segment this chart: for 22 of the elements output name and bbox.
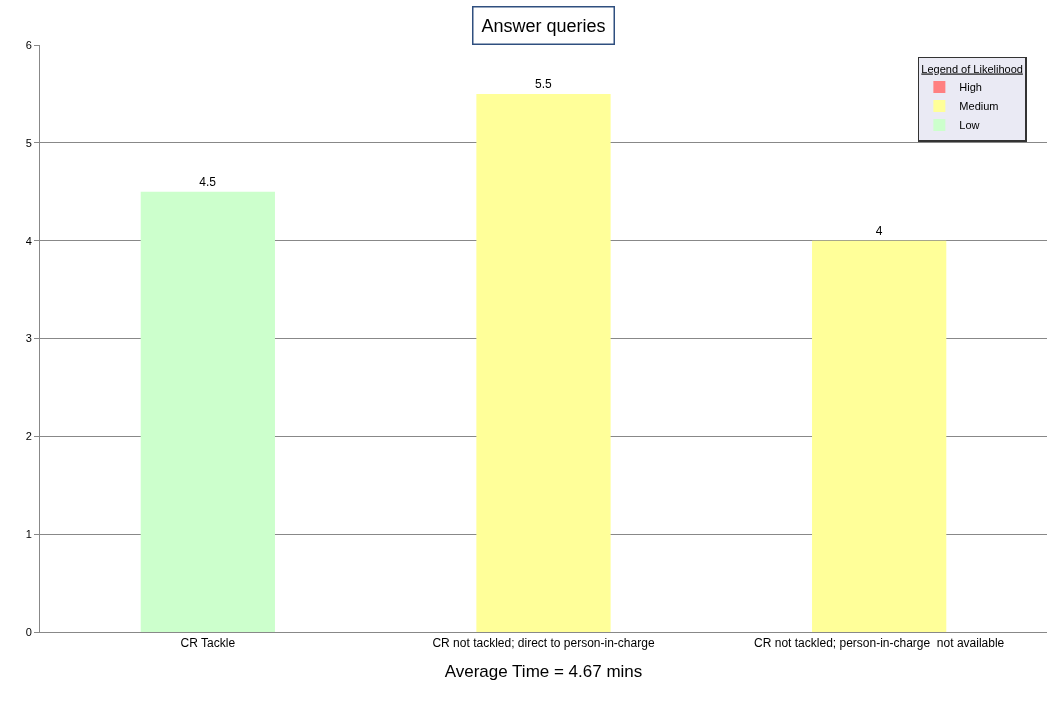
legend-label: Low — [959, 119, 980, 132]
y-tick-label: 4 — [25, 234, 32, 247]
y-tick-label: 0 — [25, 625, 32, 638]
bar — [140, 191, 275, 632]
y-tick-label: 5 — [25, 136, 32, 149]
data-label: 4 — [875, 223, 883, 238]
legend-label: Medium — [959, 100, 999, 113]
x-axis-title: Average Time = 4.67 mins — [444, 661, 643, 681]
y-tick-label: 6 — [25, 38, 32, 51]
x-tick-label: CR Tackle — [180, 636, 236, 651]
legend-title: Legend of Likelihood — [921, 62, 1023, 75]
chart-title: Answer queries — [481, 15, 606, 36]
y-tick-label: 1 — [25, 528, 32, 541]
data-label: 5.5 — [535, 76, 552, 91]
legend-label: High — [959, 81, 982, 94]
y-tick-label: 2 — [25, 430, 32, 443]
y-tick-label: 3 — [25, 332, 32, 345]
data-label: 4.5 — [199, 174, 217, 189]
x-tick-label: CR not tackled; direct to person-in-charge — [432, 636, 655, 651]
bar — [476, 93, 611, 632]
bar — [812, 240, 947, 632]
x-tick-label: CR not tackled; person-in-charge not available — [754, 636, 1005, 651]
